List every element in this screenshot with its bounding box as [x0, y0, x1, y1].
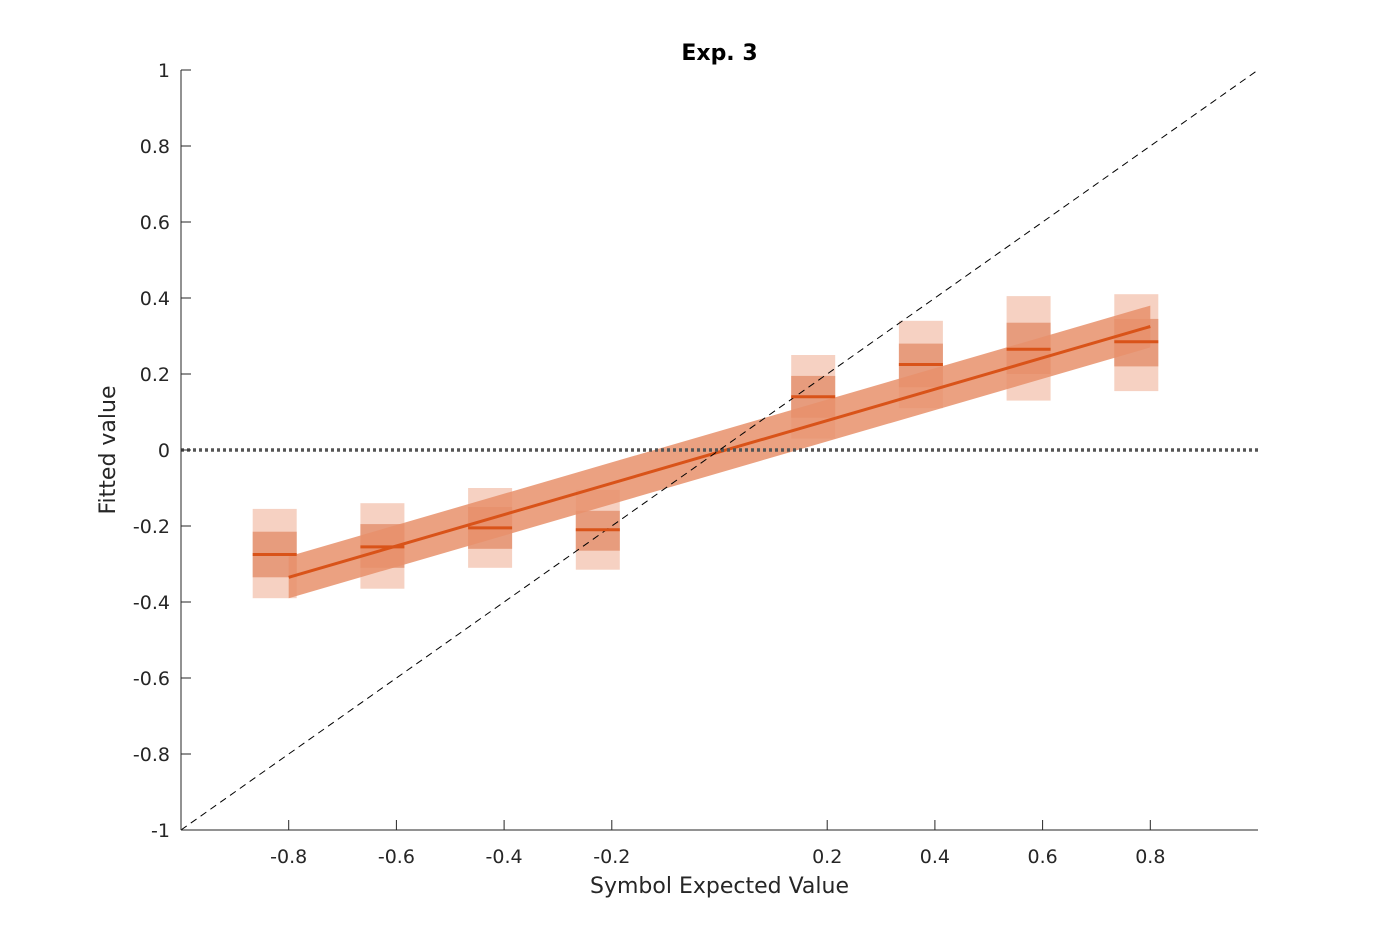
y-tick-label-2: 0.6	[140, 212, 170, 234]
x-axis-label: Symbol Expected Value	[590, 874, 849, 899]
x-tick-label-0: -0.8	[270, 846, 307, 868]
ticks: -0.8 -0.6 -0.4 -0.2 0.2 0.4 0.6 0.8 1 0.8 0.6 0.4 0.…	[133, 60, 1165, 868]
mean-markers	[252, 340, 1159, 556]
chart-title: Exp. 3	[681, 41, 757, 66]
x-tick-label-1: -0.6	[378, 846, 415, 868]
x-tick-label-3: -0.2	[593, 846, 630, 868]
y-tick-label-3: 0.4	[140, 288, 170, 310]
y-tick-label-1: 0.8	[140, 136, 170, 158]
y-tick-label-0: 1	[158, 60, 170, 82]
y-tick-label-7: -0.4	[133, 592, 170, 614]
y-tick-label-4: 0.2	[140, 364, 170, 386]
x-tick-label-4: 0.2	[812, 846, 842, 868]
y-axis-label: Fitted value	[96, 385, 121, 514]
identity-line	[180, 69, 1259, 831]
y-tick-label-5: 0	[158, 440, 170, 462]
x-tick-label-2: -0.4	[486, 846, 523, 868]
reference-lines	[180, 69, 1259, 831]
y-tick-label-9: -0.8	[133, 744, 170, 766]
fit-line	[288, 325, 1151, 579]
x-tick-label-7: 0.8	[1135, 846, 1165, 868]
y-tick-label-8: -0.6	[133, 668, 170, 690]
y-tick-label-10: -1	[151, 820, 170, 842]
y-tick-label-6: -0.2	[133, 516, 170, 538]
fit-line-group	[288, 305, 1151, 599]
x-tick-label-5: 0.4	[920, 846, 950, 868]
x-tick-label-6: 0.6	[1027, 846, 1057, 868]
